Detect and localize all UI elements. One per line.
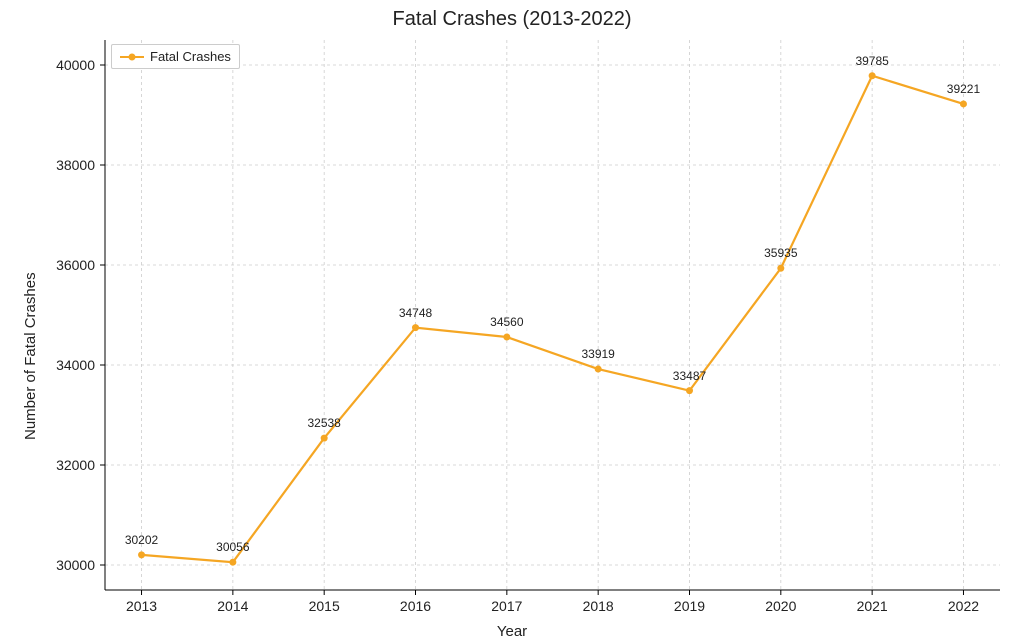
data-label: 39785 bbox=[855, 54, 888, 68]
chart-container: Fatal Crashes (2013-2022) Number of Fata… bbox=[0, 0, 1024, 644]
y-axis-label: Number of Fatal Crashes bbox=[22, 272, 39, 440]
x-tick-label: 2014 bbox=[217, 598, 248, 614]
x-tick-label: 2013 bbox=[126, 598, 157, 614]
x-tick-label: 2021 bbox=[857, 598, 888, 614]
data-label: 33487 bbox=[673, 369, 706, 383]
x-tick-label: 2015 bbox=[309, 598, 340, 614]
x-tick-label: 2016 bbox=[400, 598, 431, 614]
data-label: 30202 bbox=[125, 533, 158, 547]
chart-title: Fatal Crashes (2013-2022) bbox=[0, 8, 1024, 31]
data-label: 33919 bbox=[581, 347, 614, 361]
legend-marker bbox=[129, 53, 136, 60]
data-label: 35935 bbox=[764, 246, 797, 260]
y-tick-label: 30000 bbox=[56, 557, 95, 573]
legend-label: Fatal Crashes bbox=[150, 49, 231, 64]
legend-swatch bbox=[120, 56, 144, 58]
y-tick-label: 38000 bbox=[56, 157, 95, 173]
x-tick-label: 2017 bbox=[491, 598, 522, 614]
x-tick-label: 2022 bbox=[948, 598, 979, 614]
y-tick-label: 32000 bbox=[56, 457, 95, 473]
x-tick-label: 2020 bbox=[765, 598, 796, 614]
legend: Fatal Crashes bbox=[111, 44, 240, 69]
x-tick-label: 2018 bbox=[583, 598, 614, 614]
data-label: 30056 bbox=[216, 540, 249, 554]
x-tick-label: 2019 bbox=[674, 598, 705, 614]
data-label: 39221 bbox=[947, 82, 980, 96]
y-tick-label: 36000 bbox=[56, 257, 95, 273]
y-tick-label: 34000 bbox=[56, 357, 95, 373]
data-label: 34748 bbox=[399, 306, 432, 320]
chart-svg bbox=[105, 40, 1000, 590]
x-axis-label: Year bbox=[0, 623, 1024, 640]
data-label: 32538 bbox=[307, 416, 340, 430]
plot-area: 2013201420152016201720182019202020212022… bbox=[105, 40, 1000, 590]
data-label: 34560 bbox=[490, 315, 523, 329]
y-tick-label: 40000 bbox=[56, 57, 95, 73]
